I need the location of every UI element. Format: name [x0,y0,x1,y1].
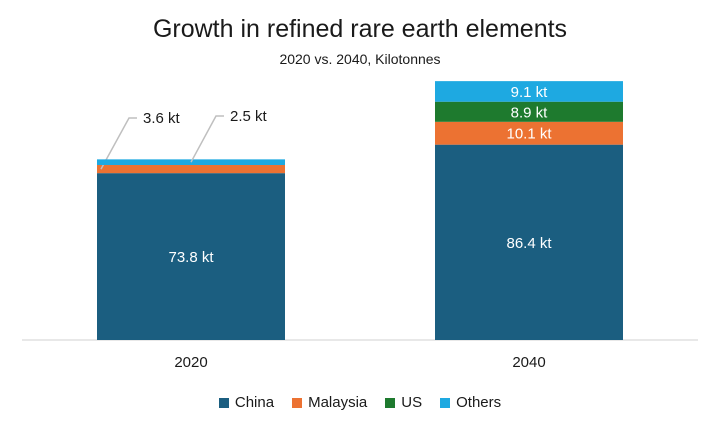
bar-segment-china-2020 [97,173,285,340]
data-label: 9.1 kt [511,84,549,101]
bar-segment-malaysia-2020 [97,165,285,174]
legend-swatch [292,397,303,408]
legend: China Malaysia US Others [0,394,720,411]
legend-label: US [401,394,423,411]
data-label: 86.4 kt [506,235,552,252]
legend-label: Others [456,394,502,411]
data-label: 10.1 kt [506,126,552,143]
bar-segment-malaysia-2040 [435,121,623,145]
bar-segment-china-2040 [435,144,623,340]
legend-item-others: Others [440,394,501,411]
bar-segment-us-2040 [435,101,623,122]
x-tick-label: 2040 [512,354,545,371]
legend-label: Malaysia [308,394,368,411]
legend-item-china: China [218,394,275,411]
data-label: 3.6 kt [143,110,181,127]
legend-label: China [234,394,275,411]
legend-item-malaysia: Malaysia [292,394,367,411]
chart-subtitle: 2020 vs. 2040, Kilotonnes [279,51,441,67]
legend-swatch [385,397,396,408]
legend-swatch [218,397,229,408]
data-label: 2.5 kt [230,108,268,125]
data-label: 73.8 kt [168,249,214,266]
leader-line [100,117,137,170]
bar-segment-others-2040 [435,81,623,102]
legend-item-us: US [385,394,422,411]
bar-segment-others-2020 [97,159,285,166]
legend-swatch [440,397,451,408]
x-tick-label: 2020 [174,354,207,371]
data-label: 8.9 kt [511,104,549,121]
leader-line [190,115,224,163]
chart-title: Growth in refined rare earth elements [152,15,568,43]
